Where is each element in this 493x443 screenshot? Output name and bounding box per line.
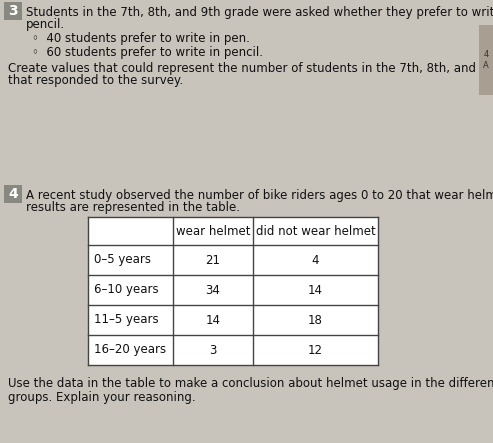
Text: 3: 3 — [8, 4, 18, 18]
Text: did not wear helmet: did not wear helmet — [256, 225, 375, 237]
Text: 4: 4 — [8, 187, 18, 201]
Text: pencil.: pencil. — [26, 18, 65, 31]
Text: results are represented in the table.: results are represented in the table. — [26, 201, 240, 214]
Text: 4: 4 — [312, 253, 319, 267]
Text: 16–20 years: 16–20 years — [94, 343, 166, 357]
Text: groups. Explain your reasoning.: groups. Explain your reasoning. — [8, 391, 196, 404]
Text: 3: 3 — [210, 343, 217, 357]
Text: 14: 14 — [206, 314, 220, 326]
Text: 6–10 years: 6–10 years — [94, 284, 159, 296]
Text: 14: 14 — [308, 284, 323, 296]
Text: 12: 12 — [308, 343, 323, 357]
Text: ◦  40 students prefer to write in pen.: ◦ 40 students prefer to write in pen. — [32, 32, 250, 45]
Text: that responded to the survey.: that responded to the survey. — [8, 74, 183, 87]
FancyBboxPatch shape — [479, 25, 493, 95]
Text: Create values that could represent the number of students in the 7th, 8th, and 9: Create values that could represent the n… — [8, 62, 493, 75]
Bar — [88, 217, 378, 365]
Text: 11–5 years: 11–5 years — [94, 314, 159, 326]
Text: A recent study observed the number of bike riders ages 0 to 20 that wear helmets: A recent study observed the number of bi… — [26, 189, 493, 202]
Text: 4
A: 4 A — [483, 51, 489, 70]
FancyBboxPatch shape — [4, 2, 22, 20]
Text: Use the data in the table to make a conclusion about helmet usage in the differe: Use the data in the table to make a conc… — [8, 377, 493, 390]
Text: 0–5 years: 0–5 years — [94, 253, 151, 267]
Text: 18: 18 — [308, 314, 323, 326]
Text: 21: 21 — [206, 253, 220, 267]
Text: wear helmet: wear helmet — [176, 225, 250, 237]
Text: ◦  60 students prefer to write in pencil.: ◦ 60 students prefer to write in pencil. — [32, 46, 263, 59]
Text: Students in the 7th, 8th, and 9th grade were asked whether they prefer to write : Students in the 7th, 8th, and 9th grade … — [26, 6, 493, 19]
Text: 34: 34 — [206, 284, 220, 296]
FancyBboxPatch shape — [4, 185, 22, 203]
